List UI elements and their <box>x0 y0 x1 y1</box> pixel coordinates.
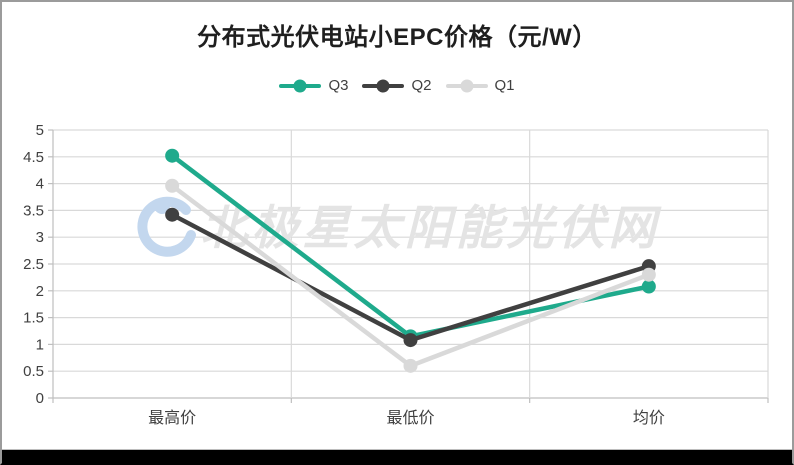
legend-line-swatch <box>279 79 322 92</box>
legend-line-swatch <box>445 79 488 92</box>
y-axis-tick-label: 3.5 <box>23 202 44 219</box>
legend-line-swatch <box>362 79 405 92</box>
polaris-swirl-logo-dot <box>154 198 170 214</box>
x-axis-category-label: 最高价 <box>148 409 196 427</box>
y-axis-tick-label: 2.5 <box>23 256 44 273</box>
y-axis-tick-label: 1 <box>36 336 44 353</box>
legend-label: Q1 <box>494 77 515 94</box>
chart-legend: Q3 Q2 Q1 <box>2 77 792 94</box>
legend-item-q3: Q3 <box>279 77 348 94</box>
series-group <box>165 148 656 373</box>
footer-bar <box>2 449 792 463</box>
legend-item-q1: Q1 <box>445 77 515 94</box>
line-chart-plot-area: 0 0.5 1 1.5 2 2.5 3 3.5 4 4.5 5 最高价 最低价 均价 北极星太阳能光伏网 <box>23 122 769 427</box>
data-point-q1-2 <box>641 267 656 282</box>
y-axis-tick-label: 2 <box>36 283 44 300</box>
y-axis-tick-label: 4 <box>36 176 44 193</box>
legend-label: Q3 <box>328 77 349 94</box>
watermark: 北极星太阳能光伏网 <box>137 196 663 257</box>
legend-label: Q2 <box>411 77 432 94</box>
y-axis-tick-label: 1.5 <box>23 310 44 327</box>
data-point-q1-1 <box>403 358 418 373</box>
legend-item-q2: Q2 <box>362 77 432 94</box>
data-point-q2-1 <box>403 333 418 348</box>
legend-marker-dot <box>376 79 390 92</box>
y-axis-tick-label: 0.5 <box>23 363 44 380</box>
data-point-q2-0 <box>165 207 180 222</box>
y-axis-tick-label: 4.5 <box>23 149 44 166</box>
grid-group: 0 0.5 1 1.5 2 2.5 3 3.5 4 4.5 5 最高价 最低价 均价 <box>23 122 769 427</box>
x-axis-category-label: 最低价 <box>386 409 434 427</box>
polaris-swirl-logo-icon <box>137 196 196 257</box>
data-point-q3-2 <box>641 279 656 294</box>
legend-marker-dot <box>293 79 307 92</box>
data-point-q1-0 <box>165 178 180 193</box>
legend-marker-dot <box>460 79 473 92</box>
x-axis-category-label: 均价 <box>633 409 665 427</box>
chart-title: 分布式光伏电站小EPC价格（元/W） <box>197 24 597 51</box>
data-point-q3-0 <box>165 148 180 163</box>
y-axis-tick-label: 5 <box>36 122 44 139</box>
watermark-text: 北极星太阳能光伏网 <box>201 201 663 254</box>
y-axis-tick-label: 0 <box>36 390 44 407</box>
y-axis-tick-label: 3 <box>36 229 44 246</box>
